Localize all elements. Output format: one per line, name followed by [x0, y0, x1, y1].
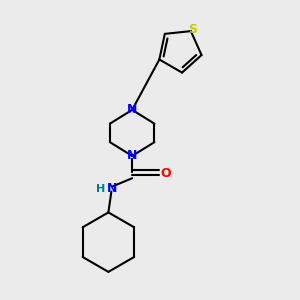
Text: N: N [127, 149, 137, 162]
Text: N: N [127, 103, 137, 116]
Text: O: O [160, 167, 171, 180]
Text: H: H [96, 184, 105, 194]
Text: N: N [107, 182, 117, 195]
Text: S: S [188, 23, 197, 36]
